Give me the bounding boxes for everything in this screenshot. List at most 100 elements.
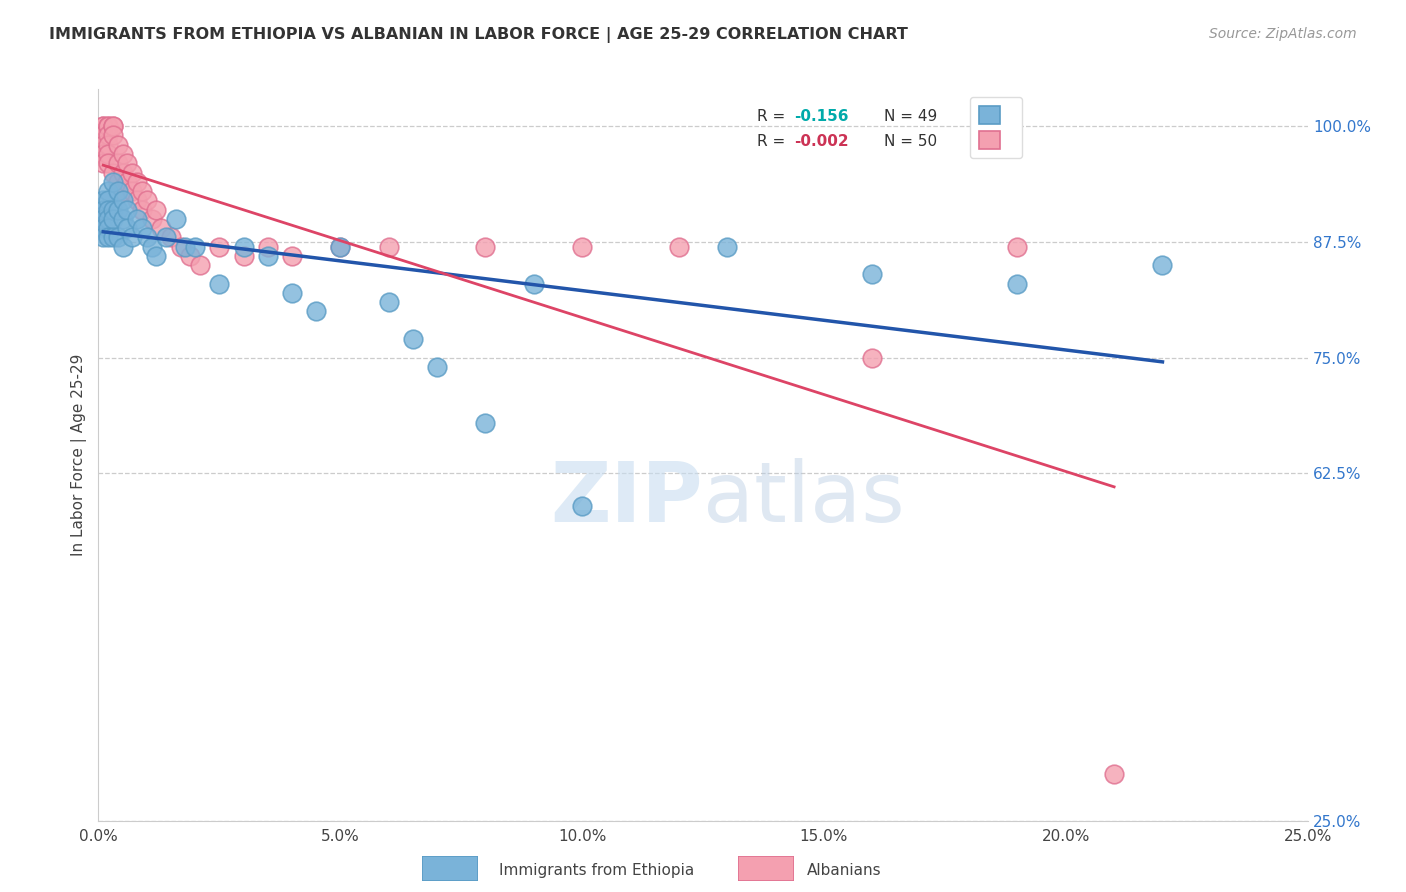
Text: N = 50: N = 50	[884, 135, 938, 149]
Text: Albanians: Albanians	[807, 863, 882, 878]
Point	[97, 184, 120, 198]
Point	[232, 239, 254, 253]
Point	[135, 194, 157, 208]
Point	[155, 230, 177, 244]
Point	[131, 202, 153, 217]
Point	[97, 230, 120, 244]
Point	[523, 277, 546, 291]
Point	[135, 230, 157, 244]
Point	[101, 202, 124, 217]
Point	[101, 211, 124, 226]
Text: Source: ZipAtlas.com: Source: ZipAtlas.com	[1209, 27, 1357, 41]
Point	[101, 230, 124, 244]
Point	[668, 239, 690, 253]
Point	[101, 165, 124, 179]
Point	[97, 202, 120, 217]
Point	[117, 202, 139, 217]
Point	[107, 137, 129, 152]
Point	[232, 249, 254, 263]
Point	[160, 230, 183, 244]
Point	[121, 230, 143, 244]
Point	[571, 239, 593, 253]
Point	[97, 120, 120, 134]
Point	[329, 239, 352, 253]
Point	[329, 239, 352, 253]
Point	[281, 249, 304, 263]
Point	[117, 156, 139, 170]
Text: Immigrants from Ethiopia: Immigrants from Ethiopia	[499, 863, 695, 878]
Point	[91, 194, 114, 208]
Point	[91, 147, 114, 161]
Y-axis label: In Labor Force | Age 25-29: In Labor Force | Age 25-29	[72, 354, 87, 556]
Point	[145, 202, 167, 217]
Point	[111, 239, 134, 253]
Point	[97, 120, 120, 134]
Point	[474, 416, 496, 430]
Point	[97, 156, 120, 170]
Text: atlas: atlas	[703, 458, 904, 540]
Point	[281, 285, 304, 300]
Point	[184, 239, 207, 253]
Point	[101, 175, 124, 189]
Point	[107, 184, 129, 198]
Point	[97, 128, 120, 143]
Point	[91, 120, 114, 134]
Point	[716, 239, 738, 253]
Point	[91, 211, 114, 226]
Point	[131, 221, 153, 235]
Point	[131, 184, 153, 198]
Point	[165, 211, 187, 226]
Point	[1152, 258, 1174, 272]
Point	[571, 499, 593, 513]
Point	[121, 184, 143, 198]
Point	[111, 165, 134, 179]
Point	[174, 239, 197, 253]
Point	[111, 194, 134, 208]
Point	[111, 184, 134, 198]
Point	[256, 239, 278, 253]
Point	[117, 221, 139, 235]
Point	[860, 351, 883, 365]
Legend: , : ,	[970, 97, 1022, 158]
Point	[141, 239, 163, 253]
Text: ZIP: ZIP	[551, 458, 703, 540]
Text: IMMIGRANTS FROM ETHIOPIA VS ALBANIAN IN LABOR FORCE | AGE 25-29 CORRELATION CHAR: IMMIGRANTS FROM ETHIOPIA VS ALBANIAN IN …	[49, 27, 908, 43]
Point	[101, 120, 124, 134]
Point	[91, 128, 114, 143]
Point	[377, 239, 399, 253]
Point	[117, 175, 139, 189]
Point	[107, 230, 129, 244]
Point	[91, 221, 114, 235]
Point	[97, 137, 120, 152]
Point	[474, 239, 496, 253]
Point	[107, 156, 129, 170]
Point	[208, 239, 231, 253]
Point	[127, 194, 149, 208]
Point	[1007, 277, 1029, 291]
Point	[121, 165, 143, 179]
Point	[91, 156, 114, 170]
Point	[1007, 239, 1029, 253]
Point	[127, 175, 149, 189]
Point	[426, 359, 449, 374]
Point	[101, 128, 124, 143]
Point	[256, 249, 278, 263]
Text: R =: R =	[758, 109, 790, 124]
Point	[145, 249, 167, 263]
Point	[377, 295, 399, 310]
Text: -0.002: -0.002	[793, 135, 848, 149]
Point	[1102, 767, 1125, 781]
Point	[101, 120, 124, 134]
Point	[208, 277, 231, 291]
Text: -0.156: -0.156	[793, 109, 848, 124]
Point	[107, 175, 129, 189]
Point	[97, 194, 120, 208]
Point	[127, 211, 149, 226]
Point	[188, 258, 211, 272]
Point	[97, 221, 120, 235]
Point	[107, 202, 129, 217]
Point	[111, 211, 134, 226]
Text: N = 49: N = 49	[884, 109, 938, 124]
Point	[141, 211, 163, 226]
Point	[111, 147, 134, 161]
